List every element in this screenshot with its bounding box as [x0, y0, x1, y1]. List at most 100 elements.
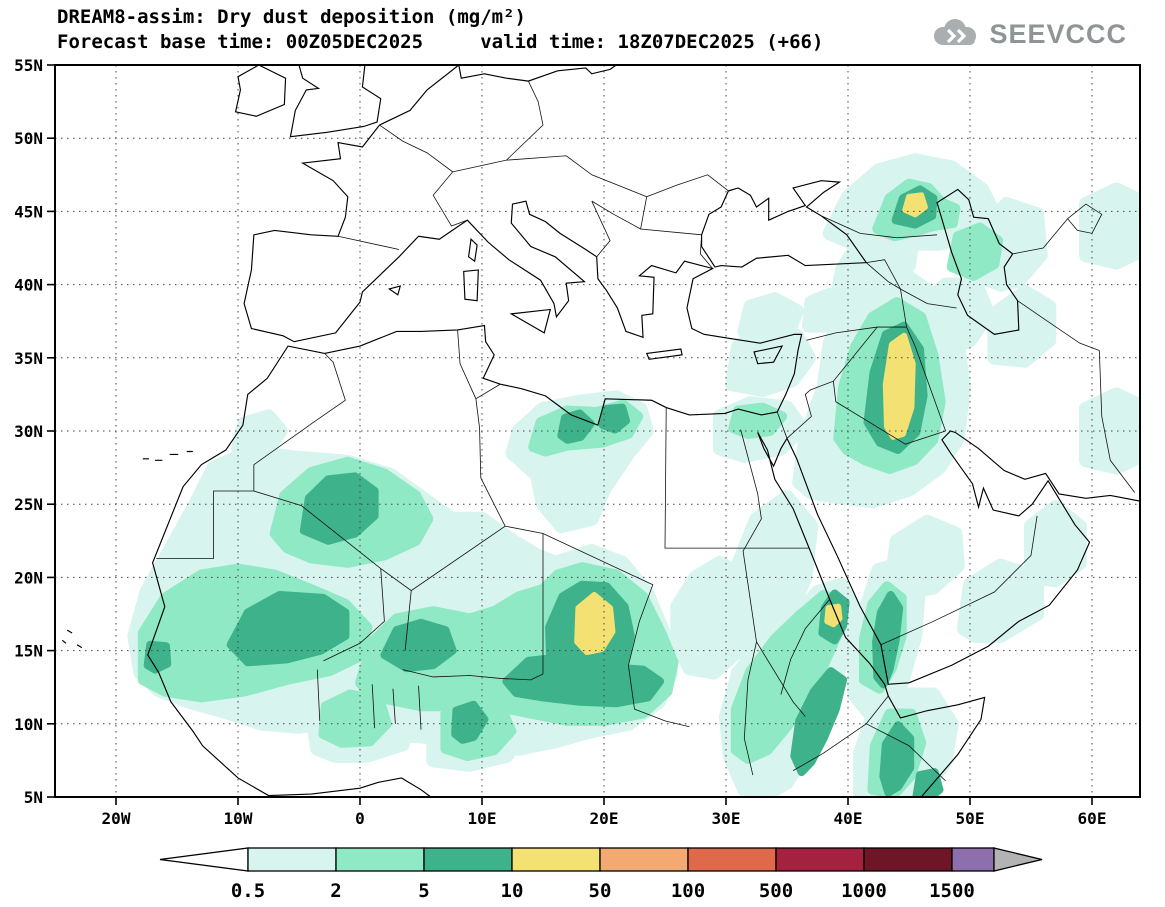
- deposition-region-L4: [902, 192, 928, 218]
- lon-tick-label: 10E: [468, 809, 497, 828]
- deposition-region-L3: [380, 618, 457, 673]
- deposition-region-L1: [737, 292, 804, 343]
- coastline-canary-islands: [143, 451, 193, 460]
- deposition-region-L1: [231, 409, 288, 460]
- deposition-region-L3: [872, 591, 904, 689]
- chart-title: DREAM8-assim: Dry dust deposition (mg/m²…: [57, 6, 526, 28]
- deposition-region-L2: [728, 402, 788, 439]
- coastline-corsica: [469, 239, 478, 261]
- coastline-britain: [290, 65, 380, 137]
- lat-tick-label: 5N: [24, 788, 43, 807]
- legend-label: 1500: [929, 880, 975, 902]
- legend-label: 1000: [841, 880, 887, 902]
- lat-tick-label: 25N: [14, 495, 43, 514]
- lat-tick-label: 50N: [14, 129, 43, 148]
- legend-label: 5: [418, 880, 429, 902]
- lat-tick-label: 45N: [14, 202, 43, 221]
- deposition-region-L3: [790, 667, 848, 777]
- country-borders-caucasus: [821, 216, 956, 327]
- legend-segment: [775, 847, 865, 872]
- lat-tick-label: 40N: [14, 276, 43, 295]
- deposition-region-L1: [1078, 182, 1140, 270]
- lat-tick-label: 15N: [14, 642, 43, 661]
- coastline-black-sea: [702, 181, 867, 267]
- legend-segment: [247, 847, 337, 872]
- lon-tick-label: 20W: [102, 809, 131, 828]
- deposition-region-L1: [1024, 500, 1087, 588]
- deposition-region-L3: [299, 472, 379, 545]
- deposition-region-L1: [987, 284, 1057, 368]
- coastline-sardinia: [464, 270, 479, 301]
- logo-text: SEEVCCC: [989, 18, 1127, 49]
- lat-tick-label: 10N: [14, 715, 43, 734]
- seevccc-logo: SEEVCCC: [929, 16, 1127, 52]
- coastline-cyprus: [754, 346, 782, 364]
- deposition-region-L3: [912, 768, 944, 797]
- lon-tick-label: 50E: [956, 809, 985, 828]
- deposition-region-L2: [318, 689, 392, 748]
- deposition-region-L3: [879, 721, 915, 797]
- deposition-region-L1: [883, 514, 965, 599]
- forecast-times: Forecast base time: 00Z05DEC2025 valid t…: [57, 31, 824, 53]
- lon-tick-label: 0: [355, 809, 365, 828]
- coastline-caspian-sea: [937, 189, 1019, 334]
- lat-tick-label: 55N: [14, 56, 43, 75]
- river-nile: [741, 430, 806, 776]
- cloud-icon: [934, 19, 977, 45]
- country-borders-middle-east: [777, 327, 1037, 645]
- legend-segment: [423, 847, 513, 872]
- deposition-region-L4: [882, 332, 916, 440]
- legend-label: 2: [330, 880, 341, 902]
- coastline-crete: [647, 349, 682, 359]
- coastline-europe-africa: [148, 65, 802, 797]
- legend-arrow-left: [159, 847, 249, 872]
- legend-segment: [687, 847, 777, 872]
- color-legend: 0.5 2 5 10 50 100 500 1000 1500: [159, 847, 1043, 902]
- country-borders-west-africa: [317, 569, 421, 730]
- deposition-region-L3: [451, 700, 489, 744]
- country-borders-central-asia: [1013, 204, 1135, 492]
- coastline-baltic: [459, 65, 616, 81]
- legend-segment: [335, 847, 425, 872]
- legend-segment: [863, 847, 953, 872]
- deposition-region-L3: [226, 591, 350, 667]
- deposition-field: [127, 153, 1140, 797]
- legend-label: 0.5: [231, 880, 265, 902]
- axes: 20W 10W 0 10E 20E 30E 40E 50E 60E 55N 50N 45N 40N 35N…: [14, 56, 1106, 828]
- coastline-red-sea-africa: [758, 432, 985, 797]
- coastline-mallorca: [389, 286, 400, 295]
- coastline-cape-verde: [62, 630, 82, 648]
- lon-tick-label: 20E: [590, 809, 619, 828]
- deposition-region-L2: [946, 222, 1004, 281]
- coastline-sicily: [511, 309, 550, 332]
- deposition-region-L1: [1078, 387, 1140, 475]
- map-inner: [55, 65, 1140, 797]
- lat-tick-label: 35N: [14, 349, 43, 368]
- legend-segment: [511, 847, 601, 872]
- graticule: [55, 65, 1140, 797]
- legend-arrow-right: [993, 847, 1043, 872]
- legend-segment: [599, 847, 689, 872]
- lat-tick-label: 20N: [14, 568, 43, 587]
- legend-label: 100: [671, 880, 705, 902]
- legend-label: 500: [759, 880, 793, 902]
- lon-tick-label: 60E: [1078, 809, 1107, 828]
- deposition-region-L1: [956, 558, 1045, 643]
- coastline-ireland: [236, 65, 286, 116]
- deposition-region-L1: [725, 324, 816, 397]
- legend-label: 50: [589, 880, 612, 902]
- lon-tick-label: 10W: [224, 809, 253, 828]
- lon-tick-label: 30E: [712, 809, 741, 828]
- country-borders-europe: [338, 81, 728, 268]
- legend-segment: [951, 847, 995, 872]
- lat-tick-label: 30N: [14, 422, 43, 441]
- coastline-arabia: [758, 431, 1141, 684]
- basemap: [62, 65, 1140, 797]
- deposition-region-L1: [802, 287, 847, 333]
- legend-label: 10: [501, 880, 524, 902]
- deposition-region-L4: [574, 592, 616, 656]
- country-borders-horn-of-africa: [781, 599, 946, 781]
- lon-tick-label: 40E: [834, 809, 863, 828]
